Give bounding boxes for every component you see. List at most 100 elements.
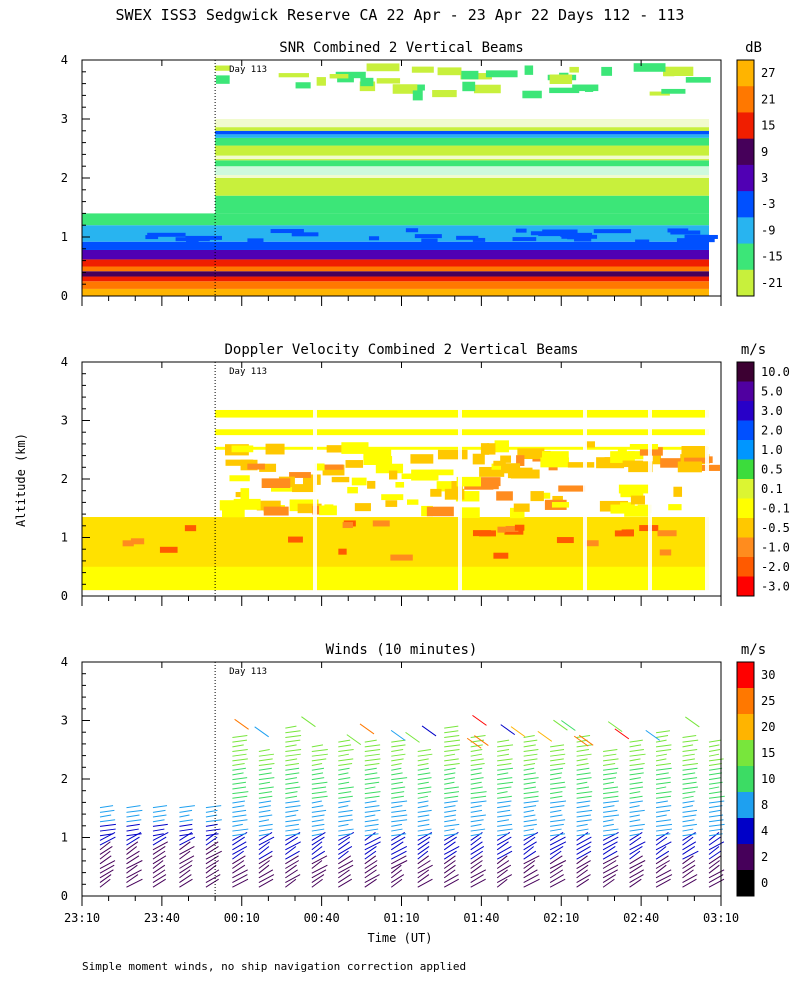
- wind-barb: [523, 744, 536, 748]
- velocity-cell: [585, 441, 595, 448]
- wind-barb: [655, 758, 667, 762]
- wind-barb: [470, 878, 486, 888]
- wind-barb: [232, 777, 248, 781]
- wind-barb: [443, 855, 456, 865]
- wind-barb: [338, 781, 350, 785]
- wind-barb: [258, 753, 275, 757]
- wind-barb: [497, 767, 514, 771]
- colorbar-swatch: [737, 498, 754, 519]
- wind-barb: [232, 855, 246, 865]
- wind-barb: [126, 805, 141, 809]
- wind-barb: [523, 786, 537, 790]
- wind-barb: [417, 805, 429, 809]
- wind-barb: [232, 850, 244, 860]
- wind-barb: [338, 846, 353, 855]
- wind-barb: [338, 758, 354, 762]
- wind-barb: [232, 800, 246, 804]
- colorbar-tick-label: 2.0: [761, 423, 783, 437]
- snr-cell: [437, 67, 462, 76]
- wind-barb: [602, 819, 614, 823]
- wind-barb: [391, 795, 404, 799]
- velocity-cell: [540, 457, 570, 468]
- wind-barb: [391, 772, 403, 776]
- colorbar-unit: m/s: [741, 342, 766, 358]
- wind-barb: [417, 846, 430, 855]
- wind-barb: [258, 855, 273, 865]
- wind-barb: [470, 814, 486, 818]
- velocity-cell: [341, 442, 369, 454]
- wind-barb: [364, 814, 376, 818]
- snr-cell: [335, 71, 366, 79]
- wind-barb: [603, 786, 619, 790]
- y-tick-label: 3: [61, 112, 68, 126]
- wind-barb: [523, 841, 537, 851]
- wind-barb: [497, 772, 509, 776]
- velocity-cell: [668, 504, 682, 511]
- wind-barb: [470, 758, 484, 762]
- wind-barb: [576, 805, 590, 809]
- colorbar-swatch: [737, 381, 754, 402]
- colorbar-swatch: [737, 164, 754, 192]
- wind-barb: [444, 819, 457, 823]
- wind-barb: [152, 874, 167, 883]
- colorbar-tick-label: -0.1: [761, 501, 790, 515]
- colorbar: 10.0 5.0 3.0 2.0 1.0 0.5 0.1 -0.1 -0.5 -1.0 -2.0 -3…: [736, 342, 790, 597]
- snr-cell: [316, 77, 326, 86]
- snr-cell: [185, 235, 222, 240]
- wind-barb: [444, 763, 460, 767]
- velocity-cell: [367, 480, 376, 489]
- wind-barb: [311, 855, 328, 865]
- wind-barb: [510, 726, 526, 738]
- wind-barb: [285, 795, 298, 799]
- wind-barb: [549, 831, 564, 841]
- wind-barb: [417, 800, 429, 804]
- colorbar-swatch: [737, 662, 754, 689]
- wind-barb: [629, 864, 643, 874]
- colorbar-swatch: [737, 537, 754, 558]
- wind-barb: [523, 846, 534, 855]
- wind-barb: [285, 850, 300, 860]
- wind-barb: [602, 823, 614, 827]
- wind-barb: [417, 777, 432, 781]
- wind-barb: [470, 734, 486, 738]
- velocity-cell: [270, 486, 300, 492]
- wind-barb: [391, 744, 406, 748]
- wind-barb: [338, 823, 349, 827]
- wind-barb: [470, 809, 483, 813]
- wind-barb: [444, 744, 461, 748]
- wind-barb: [417, 833, 433, 837]
- snr-cell: [530, 231, 570, 236]
- x-tick-label: 02:10: [543, 911, 579, 925]
- snr-cell: [462, 81, 476, 92]
- velocity-cell: [513, 503, 530, 512]
- wind-barb: [364, 767, 377, 771]
- wind-barb: [152, 850, 166, 860]
- wind-barb: [285, 753, 301, 757]
- wind-barb: [152, 864, 166, 874]
- wind-barb: [655, 781, 671, 785]
- velocity-cell: [247, 463, 265, 470]
- figure-title: SWEX ISS3 Sedgwick Reserve CA 22 Apr - 2…: [116, 6, 685, 24]
- velocity-cell: [240, 488, 250, 500]
- snr-cell: [337, 76, 354, 83]
- wind-barb: [179, 841, 191, 851]
- x-tick-label: 01:10: [383, 911, 419, 925]
- wind-barb: [285, 836, 298, 846]
- colorbar-tick-label: 15: [761, 119, 775, 133]
- wind-barb: [232, 758, 248, 762]
- wind-barb: [444, 758, 459, 762]
- wind-barb: [417, 869, 430, 879]
- velocity-cell: [455, 491, 480, 502]
- wind-barb: [443, 869, 456, 879]
- wind-barb: [682, 744, 694, 748]
- velocity-cell: [472, 453, 485, 465]
- wind-barb: [152, 823, 168, 827]
- velocity-cell: [385, 500, 398, 507]
- snr-cell: [411, 66, 434, 73]
- wind-barb: [629, 819, 641, 823]
- wind-barb: [391, 823, 403, 827]
- wind-barb: [258, 767, 272, 771]
- wind-barb: [99, 869, 114, 879]
- wind-barb: [682, 800, 695, 804]
- wind-barb: [285, 800, 300, 804]
